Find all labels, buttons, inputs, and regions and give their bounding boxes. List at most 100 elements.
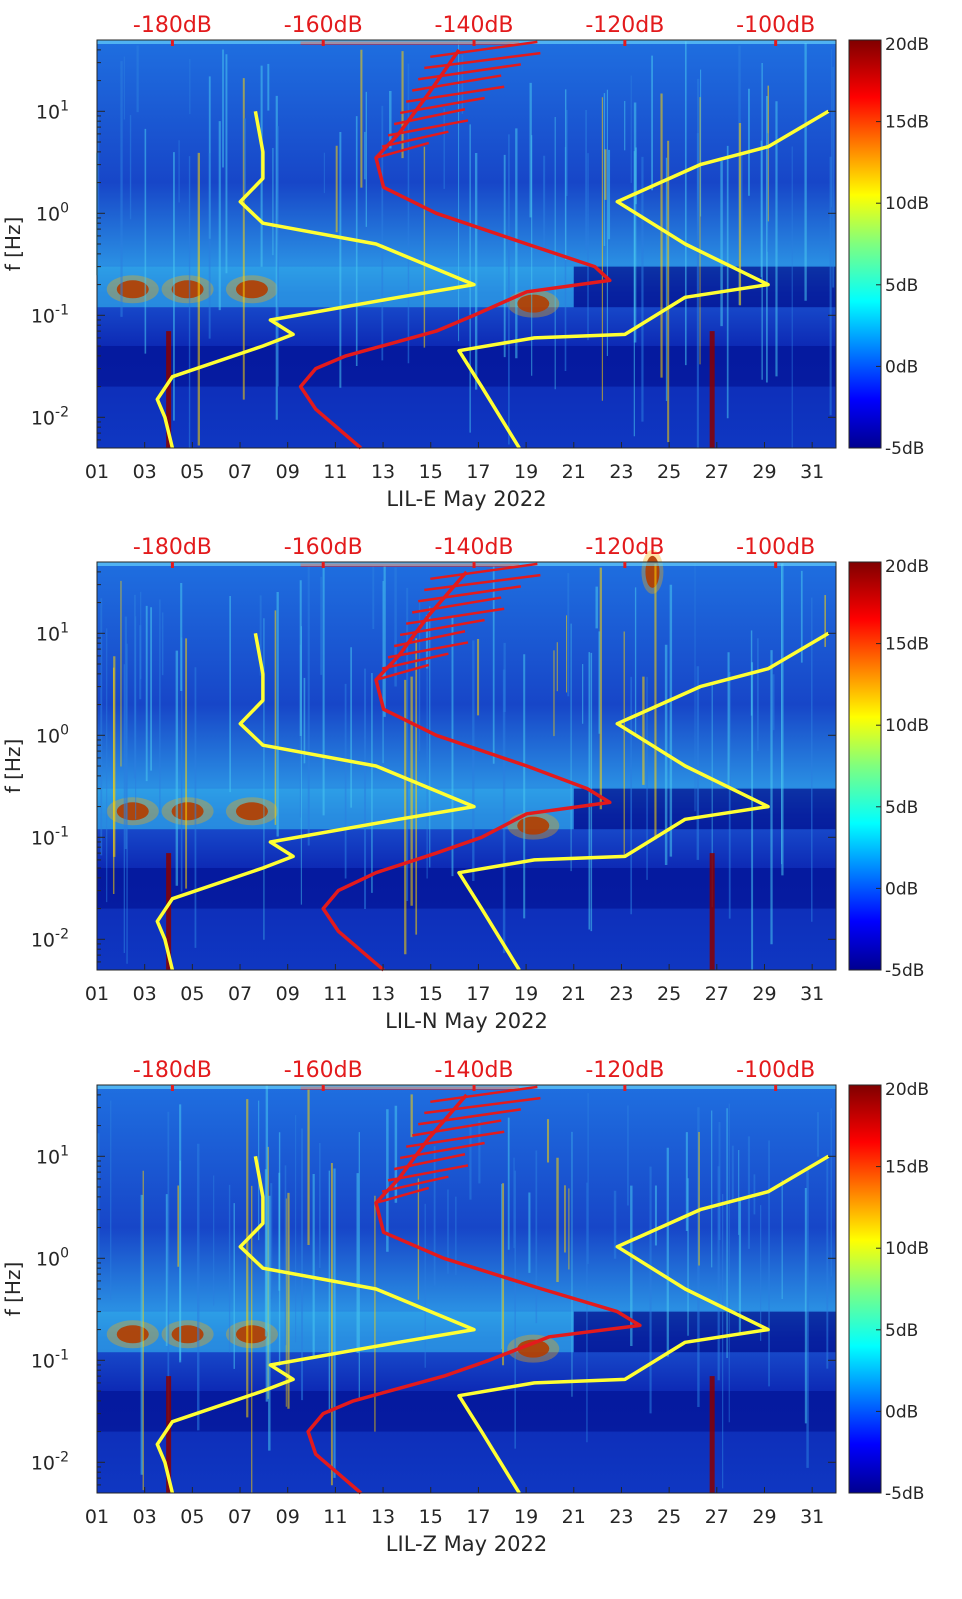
station-noise-fan bbox=[381, 652, 449, 670]
x-tick-label: 29 bbox=[752, 983, 776, 1005]
station-noise-fan bbox=[405, 607, 505, 625]
series-station-noise bbox=[321, 570, 612, 972]
x-tick-label: 03 bbox=[133, 461, 157, 483]
top-axis-label: -180dB bbox=[133, 13, 212, 38]
series-high-noise-model bbox=[457, 631, 830, 971]
y-tick-label: 100 bbox=[36, 200, 69, 225]
top-axis-label: -140dB bbox=[435, 1058, 514, 1083]
hotspot-halo bbox=[161, 275, 214, 304]
persistent-column bbox=[166, 1376, 172, 1493]
x-tick-label: 23 bbox=[609, 1506, 633, 1528]
station-noise-fan bbox=[381, 1175, 449, 1193]
top-axis-label: -140dB bbox=[435, 13, 514, 38]
x-axis-label: LIL-N May 2022 bbox=[385, 1009, 548, 1033]
x-tick-label: 15 bbox=[419, 1506, 443, 1528]
station-noise-fan bbox=[405, 85, 505, 103]
colorbar-tick-label: 20dB bbox=[885, 557, 929, 577]
colorbar-tick-label: 5dB bbox=[885, 1321, 918, 1341]
station-noise-fan bbox=[418, 63, 521, 81]
hotspot-halo bbox=[225, 797, 278, 826]
x-tick-label: 23 bbox=[609, 983, 633, 1005]
x-tick-label: 05 bbox=[180, 983, 204, 1005]
x-tick-label: 13 bbox=[371, 983, 395, 1005]
hotspot bbox=[517, 816, 550, 835]
hotspot bbox=[517, 1339, 550, 1358]
persistent-column bbox=[166, 853, 172, 970]
x-axis-label: LIL-E May 2022 bbox=[386, 487, 546, 511]
top-edge-band bbox=[97, 1085, 836, 1089]
x-tick-label: 03 bbox=[133, 983, 157, 1005]
colorbar-tick-label: 15dB bbox=[885, 1158, 929, 1178]
station-noise-fan bbox=[375, 141, 430, 160]
hotspot-halo bbox=[106, 797, 159, 826]
x-tick-label: 09 bbox=[276, 983, 300, 1005]
station-noise-fan bbox=[399, 96, 485, 115]
hotspot-halo bbox=[106, 1320, 159, 1349]
hotspot-halo bbox=[225, 275, 278, 304]
station-noise-fan bbox=[387, 119, 469, 137]
x-tick-label: 17 bbox=[466, 983, 490, 1005]
x-tick-label: 01 bbox=[85, 983, 109, 1005]
colorbar-tick-label: 0dB bbox=[885, 357, 918, 377]
top-axis-label: -120dB bbox=[585, 535, 664, 560]
y-tick-label: 10-1 bbox=[31, 302, 69, 327]
hotspot bbox=[235, 802, 268, 821]
top-axis-label: -120dB bbox=[585, 1058, 664, 1083]
x-tick-label: 11 bbox=[323, 1506, 347, 1528]
x-tick-label: 31 bbox=[800, 461, 824, 483]
x-tick-label: 25 bbox=[657, 1506, 681, 1528]
series-high-noise-model bbox=[457, 109, 830, 449]
colorbar bbox=[848, 561, 882, 971]
colorbar-tick-label: 5dB bbox=[885, 798, 918, 818]
hotspot bbox=[517, 294, 550, 313]
hotspot-halo bbox=[507, 811, 560, 840]
x-tick-label: 15 bbox=[419, 461, 443, 483]
x-tick-label: 19 bbox=[514, 1506, 538, 1528]
x-tick-label: 09 bbox=[276, 461, 300, 483]
colorbar-tick-label: 10dB bbox=[885, 716, 929, 736]
x-tick-label: 19 bbox=[514, 461, 538, 483]
colorbar-tick-label: 20dB bbox=[885, 1080, 929, 1100]
hotspot-halo bbox=[507, 289, 560, 318]
x-tick-label: 01 bbox=[85, 1506, 109, 1528]
x-tick-label: 11 bbox=[323, 983, 347, 1005]
colorbar-tick-label: 10dB bbox=[885, 194, 929, 214]
x-tick-label: 21 bbox=[562, 1506, 586, 1528]
top-axis-label: -180dB bbox=[133, 1058, 212, 1083]
series-station-noise bbox=[306, 1093, 642, 1495]
y-tick-label: 101 bbox=[36, 1143, 69, 1168]
station-noise-fan bbox=[424, 573, 541, 592]
x-tick-label: 21 bbox=[562, 983, 586, 1005]
top-axis-label: -160dB bbox=[284, 1058, 363, 1083]
x-axis-label: LIL-Z May 2022 bbox=[386, 1532, 547, 1556]
top-axis-label: -180dB bbox=[133, 535, 212, 560]
station-noise-fan bbox=[393, 630, 466, 648]
x-tick-label: 31 bbox=[800, 1506, 824, 1528]
top-axis-label: -120dB bbox=[585, 13, 664, 38]
persistent-column bbox=[709, 853, 715, 970]
y-tick-label: 10-1 bbox=[31, 1347, 69, 1372]
top-edge-band bbox=[97, 40, 836, 44]
x-tick-label: 13 bbox=[371, 1506, 395, 1528]
x-tick-label: 07 bbox=[228, 983, 252, 1005]
x-tick-label: 29 bbox=[752, 461, 776, 483]
top-axis-label: -160dB bbox=[284, 13, 363, 38]
station-noise-fan bbox=[418, 585, 521, 603]
station-noise-fan bbox=[418, 1108, 521, 1126]
series-low-noise-model bbox=[155, 632, 476, 971]
y-axis-label: f [Hz] bbox=[1, 739, 25, 794]
x-tick-label: 29 bbox=[752, 1506, 776, 1528]
station-noise-fan bbox=[393, 108, 466, 126]
hotspot bbox=[171, 280, 204, 299]
y-tick-label: 10-2 bbox=[31, 404, 69, 429]
persistent-column bbox=[709, 331, 715, 448]
series-low-noise-model bbox=[155, 110, 476, 449]
colorbar-tick-label: 10dB bbox=[885, 1239, 929, 1259]
hotspot bbox=[116, 280, 149, 299]
station-noise-fan bbox=[424, 51, 541, 70]
hotspot-halo bbox=[106, 275, 159, 304]
panel-2: 01 03 05 07 09 11 13 15 17 19 21 23 25 27 29 31 LIL-N Ma… bbox=[1, 535, 929, 1033]
series-high-noise-model bbox=[457, 1154, 830, 1494]
panel-3: 01 03 05 07 09 11 13 15 17 19 21 23 25 27 29 31 LIL-Z Ma… bbox=[1, 1058, 929, 1556]
